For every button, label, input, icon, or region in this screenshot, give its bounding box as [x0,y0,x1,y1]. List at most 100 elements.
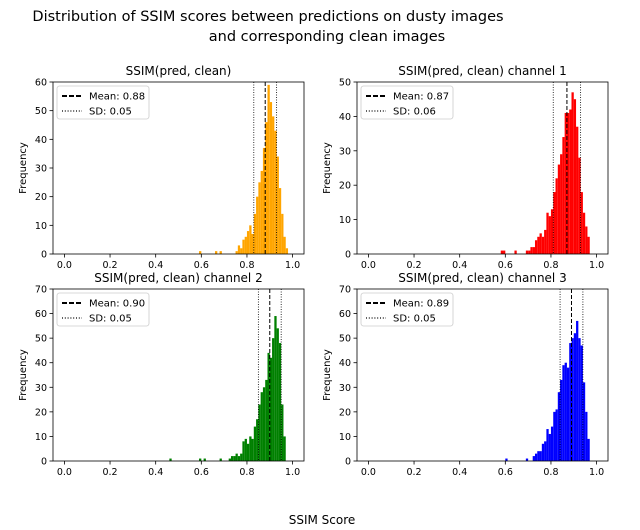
legend-1: Mean: 0.88 SD: 0.05 [56,85,150,120]
histogram-bar-3-13 [246,443,250,461]
histogram-bar-4-25 [582,382,586,461]
x-tick-label-3-5: 0.8 [239,467,254,478]
histogram-bar-1-11 [251,233,254,254]
y-tick-label-1-1: 0 [41,250,47,261]
histogram-bar-2-13 [546,212,549,254]
y-tick-label-2-6: 50 [339,78,351,89]
histogram-bar-3-26 [276,328,279,461]
histogram-bar-3-1 [169,458,172,461]
histogram-bar-3-17 [256,419,259,461]
histogram-bar-2-4 [525,250,529,254]
histogram-bar-2-25 [573,99,577,254]
histogram-bar-4-8 [544,441,547,461]
subplot-4: 0.0 0.2 0.4 0.6 0.8 1.0 0 10 20 30 40 50 60 70 SSIM(pr… [322,271,609,478]
y-tick-label-2-2: 10 [339,215,351,226]
subplot-title-2: SSIM(pred, clean) channel 1 [398,64,566,78]
histogram-bar-3-25 [274,316,277,461]
legend-sd-label-1: SD: 0.05 [89,107,132,118]
y-tick-label-4-1: 0 [345,457,351,468]
histogram-bar-2-12 [544,229,547,254]
legend-mean-label-1: Mean: 0.88 [89,92,145,103]
histogram-bar-4-18 [566,367,570,461]
axes-frame-2 [356,81,609,255]
histogram-bar-2-9 [537,236,540,254]
legend-2: Mean: 0.87 SD: 0.06 [360,85,454,120]
histogram-bar-3-2 [199,458,202,461]
x-tick-label-2-3: 0.4 [452,260,467,271]
figure-title-line-1: Distribution of SSIM scores between pred… [32,9,503,25]
x-tick-label-4-1: 0.0 [361,467,376,478]
x-tick-label-4-4: 0.6 [498,467,513,478]
y-tick-label-1-6: 50 [35,106,47,117]
y-tick-label-4-7: 60 [339,309,351,320]
y-tick-label-4-8: 70 [339,285,351,296]
histogram-bar-3-21 [265,379,268,461]
y-tick-label-4-4: 30 [339,383,351,394]
legend-4: Mean: 0.89 SD: 0.05 [360,292,454,327]
histogram-bar-4-20 [571,338,574,461]
histogram-bar-1-12 [253,213,257,254]
histogram-bar-3-14 [249,436,252,461]
x-tick-label-3-4: 0.6 [194,467,209,478]
histogram-bar-4-12 [553,411,556,461]
x-tick-label-3-1: 0.0 [57,467,72,478]
y-axis-label-1: Frequency [18,142,29,194]
histogram-bar-1-6 [240,248,243,254]
x-tick-label-4-2: 0.2 [406,467,421,478]
histogram-bar-4-16 [562,365,565,461]
histogram-bar-1-26 [285,248,289,254]
histogram-bar-2-24 [571,92,574,254]
y-tick-label-4-5: 40 [339,358,351,369]
histogram-bar-2-7 [532,247,535,254]
legend-sd-label-4: SD: 0.05 [393,314,436,325]
histogram-bar-2-8 [534,240,538,254]
y-tick-label-3-4: 30 [35,383,47,394]
histogram-bar-1-17 [265,122,268,254]
x-tick-label-1-1: 0.0 [57,260,72,271]
histogram-bar-3-18 [258,404,261,461]
y-tick-label-4-6: 50 [339,334,351,345]
y-tick-label-4-2: 10 [339,432,351,443]
histogram-bar-3-5 [228,458,231,461]
histogram-bar-2-22 [566,112,570,255]
histogram-bar-1-20 [272,116,275,255]
histogram-bar-4-27 [587,438,590,461]
histogram-bar-1-3 [219,251,222,254]
legend-box-3 [56,292,150,327]
subplot-title-1: SSIM(pred, clean) [126,64,232,78]
legend-box-2 [360,85,454,120]
x-tick-label-2-6: 1.0 [589,260,604,271]
histogram-bar-4-9 [546,429,549,461]
y-tick-label-3-6: 50 [35,334,47,345]
histogram-bar-3-29 [283,436,286,461]
axes-frame-3 [52,288,305,462]
y-axis-label-3: Frequency [18,349,29,401]
histogram-bar-2-18 [557,164,561,254]
histogram-bar-1-5 [237,245,241,254]
subplot-title-3: SSIM(pred, clean) channel 2 [94,271,262,285]
histogram-bar-1-22 [276,156,279,254]
subplot-grid: 0.0 0.2 0.4 0.6 0.8 1.0 0 10 20 30 40 50 60 SSIM(pred… [18,64,609,478]
y-tick-label-2-5: 40 [339,112,351,123]
histogram-bar-1-2 [215,251,218,254]
y-tick-label-2-4: 30 [339,146,351,157]
histogram-bar-4-4 [534,453,538,461]
histogram-bar-4-22 [576,320,579,461]
histogram-bar-4-3 [532,456,535,461]
y-tick-label-1-3: 20 [35,192,47,203]
subplot-1: 0.0 0.2 0.4 0.6 0.8 1.0 0 10 20 30 40 50 60 SSIM(pred… [18,64,305,271]
histogram-bar-1-10 [249,225,252,254]
histogram-bar-2-14 [548,216,551,254]
histogram-bar-1-14 [258,182,261,254]
x-tick-label-2-1: 0.0 [361,260,376,271]
histogram-bar-2-21 [564,112,567,255]
histogram-bar-3-27 [278,343,282,461]
y-tick-label-3-1: 0 [41,457,47,468]
legend-mean-label-4: Mean: 0.89 [393,299,449,310]
histogram-bar-2-20 [562,137,565,254]
x-tick-label-2-4: 0.6 [498,260,513,271]
histogram-bar-3-11 [242,441,245,461]
histogram-bar-4-15 [560,379,563,461]
legend-mean-label-2: Mean: 0.87 [393,92,449,103]
x-tick-label-1-3: 0.4 [148,260,163,271]
